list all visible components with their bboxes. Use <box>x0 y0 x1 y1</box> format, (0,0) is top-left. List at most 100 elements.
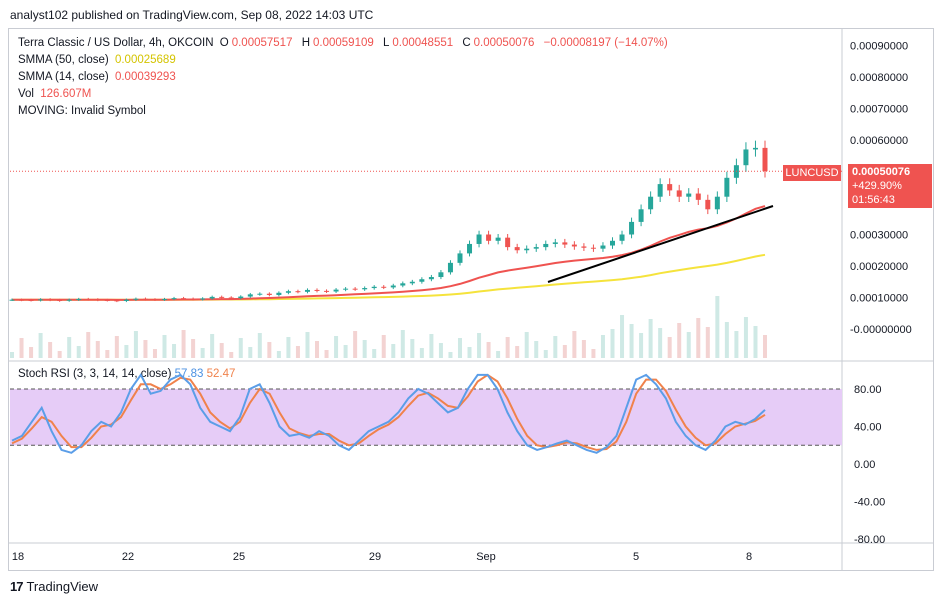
volume-bar <box>448 352 453 358</box>
candle-body <box>695 193 701 200</box>
volume-bar <box>457 338 462 358</box>
candle-body <box>524 248 530 251</box>
candle-body <box>333 289 339 292</box>
footer: 17 TradingView <box>10 579 98 594</box>
candle-body <box>142 298 148 300</box>
volume-bar <box>534 341 539 358</box>
candle-body <box>752 147 758 150</box>
volume-bar <box>200 348 205 358</box>
stoch-d-value: 52.47 <box>206 368 236 380</box>
volume-bar <box>486 342 491 358</box>
volume-bar <box>639 333 644 358</box>
volume-bar <box>181 330 186 358</box>
candle-body <box>114 300 120 302</box>
volume-bar <box>38 333 43 358</box>
volume-bar <box>10 352 14 358</box>
candle-body <box>133 298 139 300</box>
candle-body <box>762 147 768 172</box>
price-tag-change: +429.90% <box>852 180 902 192</box>
candle-body <box>419 279 425 282</box>
candle-body <box>505 237 511 248</box>
candle-body <box>486 234 492 241</box>
candle-body <box>371 286 377 289</box>
price-tick-label: 0.00020000 <box>850 261 908 273</box>
volume-bar <box>305 332 310 358</box>
price-tag-countdown: 01:56:43 <box>852 194 895 206</box>
candle-body <box>247 294 253 297</box>
candle-body <box>324 290 330 292</box>
price-tick-label: 0.00070000 <box>850 104 908 116</box>
smma50-value: 0.00025689 <box>114 54 176 66</box>
candle-body <box>476 234 482 244</box>
candle-body <box>619 234 625 241</box>
volume-bar <box>610 329 615 358</box>
candle-body <box>609 240 615 246</box>
volume-bar <box>315 341 320 358</box>
volume-bar <box>219 343 224 358</box>
candle-body <box>57 300 63 302</box>
volume-bar <box>248 347 253 358</box>
candle-body <box>495 237 501 241</box>
candle-body <box>304 289 310 292</box>
candle-body <box>571 244 577 247</box>
o-value: 0.00057517 <box>231 37 293 49</box>
candle-body <box>552 242 558 244</box>
volume-bar <box>86 332 91 358</box>
time-tick-label: 22 <box>122 551 134 563</box>
l-label: L <box>382 37 390 49</box>
volume-bar <box>581 340 586 358</box>
volume-bar <box>210 334 215 358</box>
stoch-k-line <box>11 372 766 454</box>
volume-bar <box>238 338 243 358</box>
vol-value: 126.607M <box>40 88 92 100</box>
candle-body <box>629 221 635 235</box>
volume-bar <box>505 337 510 358</box>
volume-bar <box>257 333 262 358</box>
volume-bar <box>152 349 157 358</box>
candle-body <box>190 298 196 300</box>
candle-body <box>314 289 320 291</box>
candle-body <box>428 277 434 280</box>
ohlc-l: L 0.00048551 <box>383 37 456 49</box>
smma14-value: 0.00039293 <box>114 71 176 83</box>
volume-bar <box>734 331 739 358</box>
volume-bar <box>524 332 529 358</box>
volume-bar <box>295 346 300 358</box>
volume-bar <box>162 335 167 358</box>
volume-bar <box>496 351 501 358</box>
volume-bar <box>572 331 577 358</box>
volume-bar <box>438 343 443 358</box>
symbol-badge: LUNCUSD <box>783 165 841 181</box>
volume-bar <box>553 336 558 358</box>
time-tick-label: 5 <box>633 551 639 563</box>
volume-bar <box>600 335 605 358</box>
volume-bar <box>124 345 129 358</box>
volume-bar <box>143 340 148 358</box>
moving-legend: MOVING: Invalid Symbol <box>18 105 149 117</box>
price-tick-label: -0.00000000 <box>850 324 912 336</box>
volume-bar <box>105 350 110 358</box>
candle-body <box>257 293 263 295</box>
vol-label: Vol <box>18 88 34 100</box>
volume-bar <box>229 352 234 358</box>
candle-body <box>514 247 520 251</box>
candle-body <box>657 184 663 197</box>
symbol-line: Terra Classic / US Dollar, 4h, OKCOIN <box>18 37 214 49</box>
smma14-line <box>12 205 766 301</box>
volume-bar <box>400 330 405 358</box>
candle-body <box>9 299 15 301</box>
candle-body <box>438 272 444 278</box>
chart-frame <box>8 28 934 571</box>
ohlc-c: C 0.00050076 <box>462 37 537 49</box>
price-tick-label: 0.00090000 <box>850 41 908 53</box>
o-label: O <box>219 37 229 49</box>
ohlc-o: O 0.00057517 <box>220 37 296 49</box>
volume-bar <box>95 341 100 358</box>
volume-bar <box>705 327 710 358</box>
volume-bar <box>76 346 81 358</box>
candle-body <box>276 292 282 295</box>
volume-bar <box>562 345 567 358</box>
price-tick-label: 0.00060000 <box>850 135 908 147</box>
smma50-legend: SMMA (50, close) 0.00025689 <box>18 54 179 66</box>
